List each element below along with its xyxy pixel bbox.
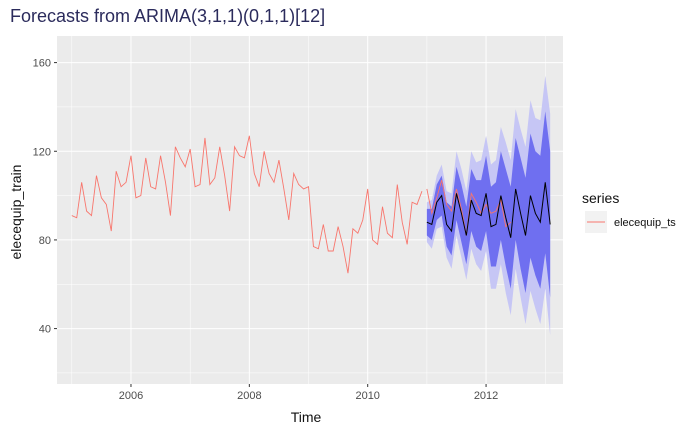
forecast-mean-line [426, 182, 551, 238]
x-axis-title: Time [291, 409, 322, 425]
y-tick-label: 120 [33, 146, 51, 158]
y-tick-label: 80 [39, 235, 51, 247]
y-tick-label: 160 [33, 58, 51, 70]
x-tick-label: 2012 [474, 390, 498, 402]
legend-label: elecequip_ts [614, 217, 676, 229]
legend-title: series [582, 190, 619, 206]
x-tick-label: 2006 [119, 390, 143, 402]
x-axis-ticks: 2006 2008 2010 2012 [119, 384, 498, 402]
grid-minor [57, 36, 563, 384]
y-axis-ticks: 40 80 120 160 [33, 58, 57, 336]
legend: series elecequip_ts [582, 190, 676, 233]
grid-major [57, 36, 563, 384]
chart-title: Forecasts from ARIMA(3,1,1)(0,1,1)[12] [10, 6, 325, 26]
y-tick-label: 40 [39, 324, 51, 336]
training-series-line [71, 135, 423, 274]
forecast-intervals [426, 75, 551, 336]
interval-80-band [426, 111, 551, 298]
x-tick-label: 2008 [237, 390, 261, 402]
y-axis-title: elecequip_train [8, 165, 24, 260]
x-tick-label: 2010 [355, 390, 379, 402]
